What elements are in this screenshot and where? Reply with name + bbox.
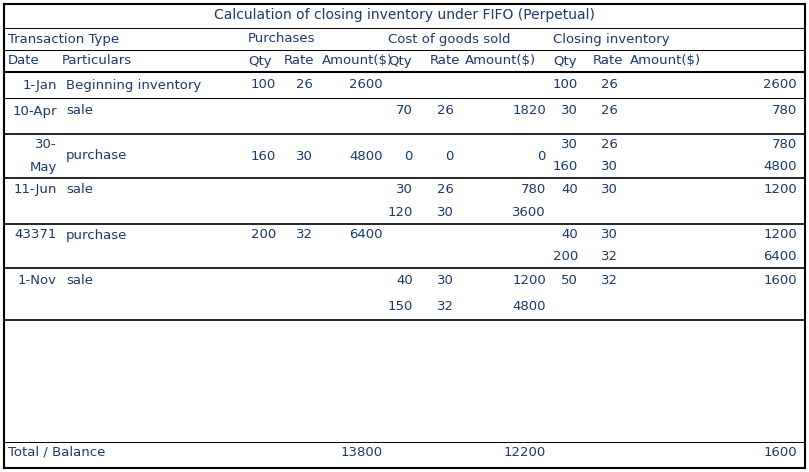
Text: Rate: Rate [284, 54, 315, 67]
Text: purchase: purchase [66, 150, 127, 162]
Text: Beginning inventory: Beginning inventory [66, 78, 201, 92]
Text: 26: 26 [437, 104, 454, 118]
Text: 160: 160 [251, 150, 276, 162]
Text: 32: 32 [437, 301, 454, 313]
Text: Rate: Rate [593, 54, 624, 67]
Text: 26: 26 [601, 78, 618, 92]
Text: 6400: 6400 [764, 251, 797, 263]
Text: Closing inventory: Closing inventory [553, 33, 670, 45]
Text: sale: sale [66, 183, 93, 196]
Text: 50: 50 [561, 275, 578, 287]
Text: 780: 780 [521, 183, 546, 196]
Text: 40: 40 [561, 183, 578, 196]
Text: 11-Jun: 11-Jun [14, 183, 57, 196]
Text: Particulars: Particulars [62, 54, 132, 67]
Text: Qty: Qty [248, 54, 272, 67]
Text: 10-Apr: 10-Apr [12, 104, 57, 118]
Text: 200: 200 [251, 228, 276, 242]
Text: 30: 30 [437, 206, 454, 219]
Text: Calculation of closing inventory under FIFO (Perpetual): Calculation of closing inventory under F… [214, 8, 595, 22]
Text: May: May [30, 160, 57, 174]
Text: 1200: 1200 [763, 228, 797, 242]
Text: 26: 26 [296, 78, 313, 92]
Text: 0: 0 [538, 150, 546, 162]
Text: Amount($): Amount($) [630, 54, 701, 67]
Text: 1600: 1600 [764, 446, 797, 458]
Text: 4800: 4800 [764, 160, 797, 174]
Text: 1600: 1600 [764, 275, 797, 287]
Text: 780: 780 [772, 138, 797, 152]
Text: 2600: 2600 [349, 78, 383, 92]
Text: 30: 30 [296, 150, 313, 162]
Text: sale: sale [66, 275, 93, 287]
Text: Transaction Type: Transaction Type [8, 33, 119, 45]
Text: 13800: 13800 [341, 446, 383, 458]
Text: Total / Balance: Total / Balance [8, 446, 105, 458]
Text: 43371: 43371 [15, 228, 57, 242]
Text: 30: 30 [561, 104, 578, 118]
Text: 26: 26 [601, 104, 618, 118]
Text: 12200: 12200 [504, 446, 546, 458]
Text: 70: 70 [396, 104, 413, 118]
Text: 3600: 3600 [512, 206, 546, 219]
Text: 40: 40 [561, 228, 578, 242]
Text: 150: 150 [388, 301, 413, 313]
Text: 0: 0 [404, 150, 413, 162]
Text: Cost of goods sold: Cost of goods sold [388, 33, 510, 45]
Text: 100: 100 [251, 78, 276, 92]
Text: 1200: 1200 [763, 183, 797, 196]
Text: 30: 30 [561, 138, 578, 152]
Text: 4800: 4800 [512, 301, 546, 313]
Text: 26: 26 [601, 138, 618, 152]
Text: 32: 32 [296, 228, 313, 242]
Text: 30: 30 [396, 183, 413, 196]
Text: Amount($): Amount($) [465, 54, 536, 67]
Text: Qty: Qty [388, 54, 412, 67]
Text: 1200: 1200 [512, 275, 546, 287]
Text: Qty: Qty [553, 54, 577, 67]
Text: purchase: purchase [66, 228, 127, 242]
Text: 160: 160 [553, 160, 578, 174]
Text: 120: 120 [388, 206, 413, 219]
Text: 4800: 4800 [349, 150, 383, 162]
Text: 1820: 1820 [512, 104, 546, 118]
Text: 0: 0 [446, 150, 454, 162]
Text: 100: 100 [553, 78, 578, 92]
Text: Date: Date [8, 54, 40, 67]
Text: 30-: 30- [36, 138, 57, 152]
Text: 30: 30 [601, 160, 618, 174]
Text: 1-Jan: 1-Jan [23, 78, 57, 92]
Text: 200: 200 [553, 251, 578, 263]
Text: 32: 32 [601, 251, 618, 263]
Text: 30: 30 [601, 228, 618, 242]
Text: 2600: 2600 [764, 78, 797, 92]
Text: Purchases: Purchases [248, 33, 316, 45]
Text: 26: 26 [437, 183, 454, 196]
Text: 6400: 6400 [349, 228, 383, 242]
Text: 30: 30 [437, 275, 454, 287]
Text: Amount($): Amount($) [322, 54, 393, 67]
Text: Rate: Rate [430, 54, 460, 67]
Text: 780: 780 [772, 104, 797, 118]
Text: 40: 40 [396, 275, 413, 287]
Text: sale: sale [66, 104, 93, 118]
Text: 32: 32 [601, 275, 618, 287]
Text: 1-Nov: 1-Nov [18, 275, 57, 287]
Text: 30: 30 [601, 183, 618, 196]
